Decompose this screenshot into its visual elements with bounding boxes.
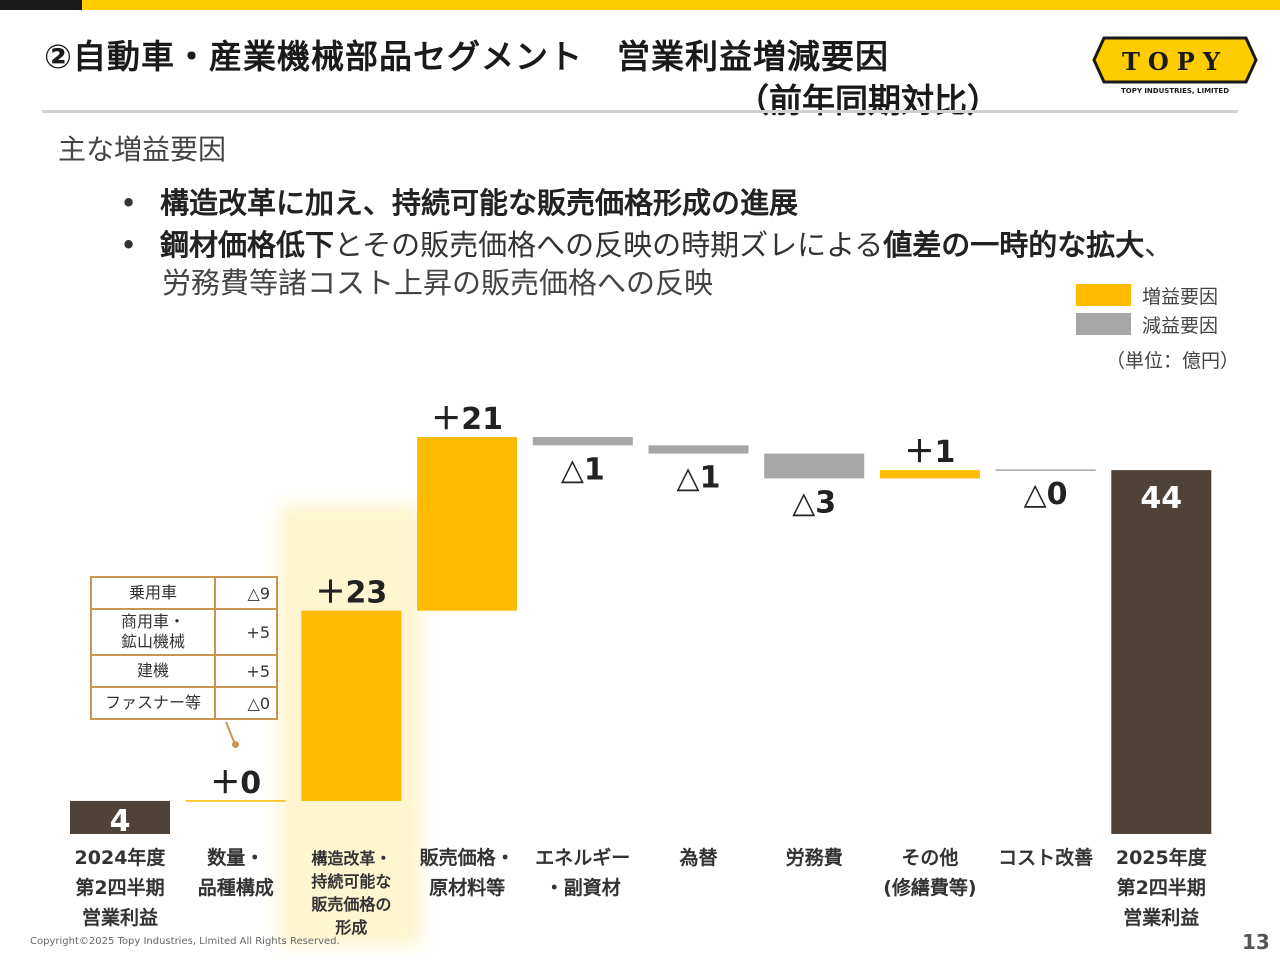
category-label-9: 2025年度第2四半期営業利益 [1116, 846, 1208, 929]
category-label-3: 販売価格・原材料等 [420, 846, 515, 899]
legend-decrease-label: 減益要因 [1142, 315, 1219, 337]
bar-2 [301, 610, 402, 801]
bullet-2-line-2: 労務費等諸コスト上昇の販売価格への反映 [162, 266, 714, 300]
breakdown-table: 乗用車 △9 商用車・ 鉱山機械 +5 建機 +5 ファスナー等 △0 [90, 576, 278, 720]
bar-label-6: △3 [792, 485, 836, 520]
category-label-1: 数量・品種構成 [198, 846, 274, 899]
top-accent-black [0, 0, 82, 10]
logo-subtext: TOPY INDUSTRIES, LIMITED [1121, 87, 1229, 95]
bar-5 [648, 445, 749, 454]
bar-label-5: △1 [677, 461, 721, 496]
breakdown-row: 建機 +5 [90, 654, 278, 688]
bar-1 [185, 800, 286, 802]
category-label-5: 為替 [679, 846, 718, 869]
unit-label: （単位：億円） [1106, 350, 1240, 372]
copyright: Copyright©2025 Topy Industries, Limited … [30, 936, 340, 947]
category-label-8: コスト改善 [998, 846, 1093, 869]
breakdown-value: △0 [214, 686, 278, 720]
bar-8 [995, 469, 1096, 471]
bullet-2-text-2: 、 [1144, 228, 1174, 262]
page-title: ②自動車・産業機械部品セグメント 営業利益増減要因 [44, 37, 889, 76]
bar-label-2: ＋23 [316, 576, 388, 611]
bullet-2-bold-1: 鋼材価格低下 [160, 228, 335, 262]
breakdown-name: ファスナー等 [90, 686, 216, 720]
bar-4 [532, 437, 633, 446]
section-heading: 主な増益要因 [58, 133, 227, 166]
topy-logo: TOPY TOPY INDUSTRIES, LIMITED [1092, 36, 1258, 95]
callout-dot [232, 741, 239, 748]
bullet-2-bold-2: 値差の一時的な拡大 [883, 228, 1145, 262]
category-label-2: 構造改革・持続可能な販売価格の形成 [311, 849, 391, 937]
title-divider [42, 110, 1238, 113]
legend-decrease-swatch [1076, 313, 1131, 335]
breakdown-value: △9 [214, 576, 278, 610]
bullet-1: • 構造改革に加え、持続可能な販売価格形成の進展 [120, 186, 799, 220]
bar-label-1: ＋0 [210, 766, 261, 801]
breakdown-value: +5 [214, 608, 278, 656]
bar-label-9: 44 [1140, 481, 1182, 516]
bar-label-3: ＋21 [431, 402, 503, 437]
category-label-4: エネルギー・副資材 [535, 847, 630, 899]
logo-text: TOPY [1122, 47, 1228, 76]
breakdown-name: 建機 [90, 654, 216, 688]
bar-label-4: △1 [561, 452, 605, 487]
bar-label-0: 4 [110, 804, 131, 839]
bullet-2-text-1: とその販売価格への反映の時期ズレによる [334, 228, 884, 262]
bullet-2: • 鋼材価格低下とその販売価格への反映の時期ズレによる値差の一時的な拡大、 [120, 228, 1174, 262]
breakdown-row: 商用車・ 鉱山機械 +5 [90, 608, 278, 656]
bar-6 [764, 453, 865, 479]
top-accent-yellow [82, 0, 1280, 10]
legend-increase-label: 増益要因 [1142, 286, 1219, 308]
category-label-0: 2024年度第2四半期営業利益 [75, 846, 167, 929]
page-subtitle: （前年同期対比） [736, 81, 1000, 120]
breakdown-name: 乗用車 [90, 576, 216, 610]
breakdown-name: 商用車・ 鉱山機械 [90, 608, 216, 656]
category-label-7: その他(修繕費等) [883, 846, 976, 899]
bar-label-7: ＋1 [904, 435, 955, 470]
breakdown-row: 乗用車 △9 [90, 576, 278, 610]
category-label-6: 労務費 [786, 846, 843, 869]
breakdown-row: ファスナー等 △0 [90, 686, 278, 720]
breakdown-value: +5 [214, 654, 278, 688]
bullet-1-text: 構造改革に加え、持続可能な販売価格形成の進展 [160, 186, 799, 220]
bar-7 [879, 470, 980, 479]
page-number: 13 [1242, 930, 1270, 954]
legend-increase-swatch [1076, 284, 1131, 306]
bar-label-8: △0 [1024, 477, 1068, 512]
bar-0 [70, 800, 170, 834]
bar-9 [1111, 470, 1212, 834]
bar-3 [417, 437, 518, 611]
